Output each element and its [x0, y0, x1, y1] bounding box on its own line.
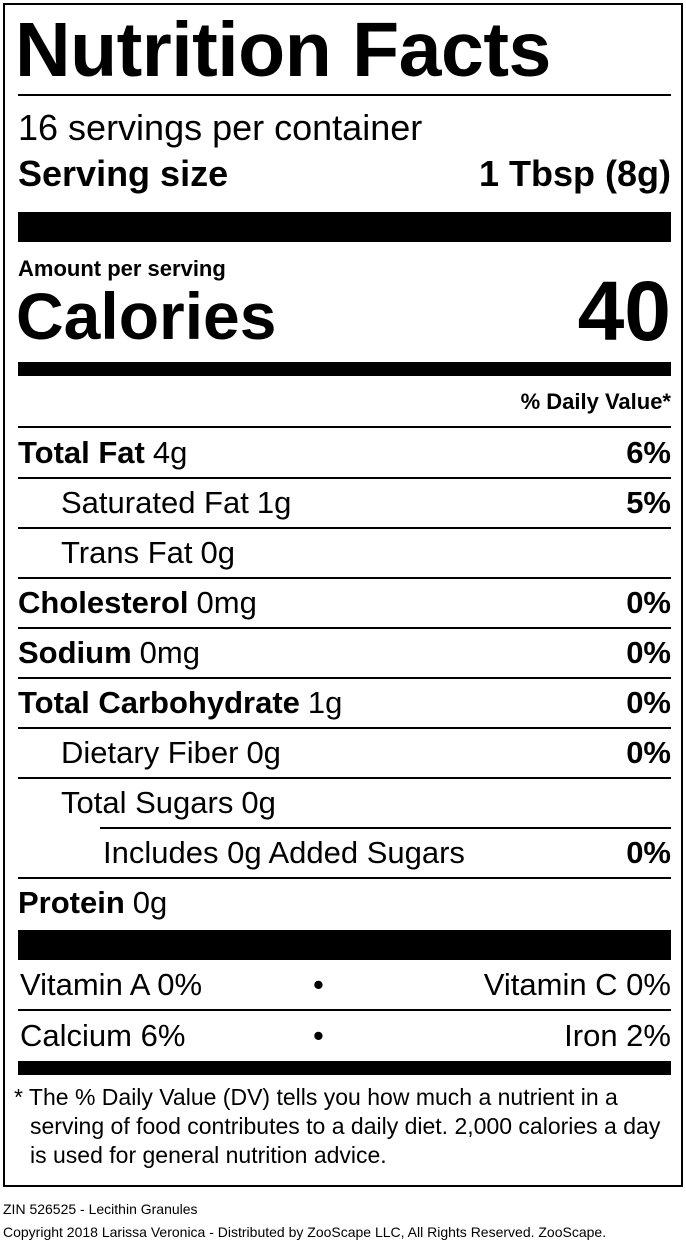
vitamin-row: Vitamin A 0% • Vitamin C 0%: [18, 960, 671, 1010]
separator: •: [313, 967, 324, 1002]
serving-size-value: 1 Tbsp (8g): [478, 153, 671, 194]
calories-value: 40: [577, 264, 671, 358]
nutrient-row: Includes 0g Added Sugars 0%: [18, 828, 671, 878]
nutrient-amount: 0g: [241, 785, 276, 820]
label-border: [3, 3, 683, 1187]
nutrient-name: Total Sugars: [61, 785, 234, 820]
rule: [18, 627, 671, 629]
nutrient-row: Trans Fat 0g: [18, 528, 671, 578]
nutrient-row: Total Fat 4g 6%: [18, 428, 671, 478]
nutrient-name: Trans Fat: [61, 535, 193, 570]
nutrient-amount: 0g: [132, 885, 168, 920]
nutrient-dv: 6%: [626, 435, 671, 470]
nutrient-dv: 0%: [626, 585, 671, 620]
nutrient-amount: 0g: [200, 535, 235, 570]
vitamin-right: Vitamin C 0%: [483, 967, 671, 1002]
product-line: ZIN 526525 - Lecithin Granules: [3, 1201, 198, 1217]
copyright: Copyright 2018 Larissa Veronica - Distri…: [3, 1224, 607, 1240]
vitamin-left: Calcium 6%: [20, 1018, 186, 1053]
servings: 16 servings per container: [18, 107, 423, 148]
nutrient-row: Total Carbohydrate 1g 0%: [18, 678, 671, 728]
nutrient-name: Cholesterol: [18, 585, 189, 620]
nutrient-name: Total Fat: [18, 435, 145, 470]
nutrient-amount: 0g: [246, 735, 281, 770]
nutrient-amount: 1g: [307, 685, 343, 720]
nutrient-name: Saturated Fat: [61, 485, 249, 520]
calories-label: Calories: [16, 279, 277, 353]
nutrient-name: Protein: [18, 885, 125, 920]
nutrient-dv: 0%: [626, 635, 671, 670]
nutrient-amount: 4g: [152, 435, 188, 470]
nutrient-amount: 0mg: [196, 585, 257, 620]
nutrient-row: Protein 0g: [18, 878, 671, 928]
nutrient-name: Dietary Fiber: [61, 735, 239, 770]
nutrient-dv: 5%: [626, 485, 671, 520]
rule: [18, 677, 671, 679]
nutrient-name: Includes 0g Added Sugars: [103, 835, 465, 870]
rule: [18, 94, 671, 96]
rule: [18, 577, 671, 579]
nutrient-row: Sodium 0mg 0%: [18, 628, 671, 678]
rule: [18, 477, 671, 479]
nutrient-row: Saturated Fat 1g 5%: [18, 478, 671, 528]
rule: [18, 727, 671, 729]
nutrient-row: Dietary Fiber 0g 0%: [18, 728, 671, 778]
medium-bar: [18, 1061, 671, 1075]
nutrient-amount: 1g: [256, 485, 292, 520]
title: Nutrition Facts: [15, 7, 551, 93]
nutrient-name: Total Carbohydrate: [18, 685, 300, 720]
vitamin-right: Iron 2%: [564, 1018, 671, 1053]
footnote: * The % Daily Value (DV) tells you how m…: [14, 1084, 661, 1168]
nutrient-row: Total Sugars 0g: [18, 778, 671, 828]
thick-bar: [18, 212, 671, 242]
nutrient-name: Sodium: [18, 635, 132, 670]
vitamin-left: Vitamin A 0%: [20, 967, 203, 1002]
vitamin-row: Calcium 6% • Iron 2%: [18, 1011, 671, 1061]
separator: •: [313, 1018, 324, 1053]
nutrient-dv: 0%: [626, 835, 671, 870]
medium-bar: [18, 362, 671, 376]
rule: [18, 1009, 671, 1011]
rule: [18, 877, 671, 879]
rule: [18, 777, 671, 779]
nutrient-dv: 0%: [626, 685, 671, 720]
daily-value-header: % Daily Value*: [520, 389, 671, 414]
nutrient-row: Cholesterol 0mg 0%: [18, 578, 671, 628]
thick-bar: [18, 930, 671, 960]
nutrient-dv: 0%: [626, 735, 671, 770]
nutrient-amount: 0mg: [139, 635, 200, 670]
rule: [100, 827, 671, 829]
serving-size-label: Serving size: [18, 153, 229, 194]
rule: [18, 426, 671, 428]
amount-per-serving: Amount per serving: [18, 256, 226, 281]
rule: [18, 527, 671, 529]
